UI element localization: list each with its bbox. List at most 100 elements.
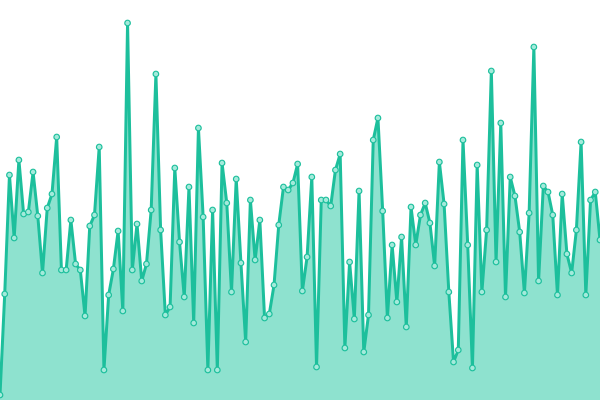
point [180,293,188,301]
point [402,323,410,331]
point [261,314,268,322]
point [43,204,51,212]
point [6,171,13,179]
point [161,311,169,319]
point [48,190,56,198]
point [407,203,415,211]
point [341,344,349,352]
point [265,310,273,318]
point [86,222,94,230]
line [0,21,600,396]
point [563,250,571,258]
point [464,241,472,249]
point [365,311,372,319]
point [275,221,283,229]
point [133,220,141,228]
point [246,196,254,204]
point [171,164,179,172]
point [195,124,202,132]
point [591,188,599,196]
point [483,226,491,234]
point [109,265,117,273]
point [237,259,245,267]
point [303,253,311,261]
point [218,159,226,167]
point [535,277,542,285]
point [190,319,198,327]
point [100,366,108,374]
point [360,348,368,356]
point [421,199,429,207]
point [596,236,600,244]
area-fill [0,23,600,400]
point [251,256,259,264]
point [280,183,287,191]
point [185,183,193,191]
point [502,293,509,301]
point [355,187,363,195]
point [558,190,566,198]
point [412,241,420,249]
point [346,258,354,266]
point [431,262,439,270]
point [81,312,89,320]
point [228,288,235,296]
point [473,161,481,169]
point [114,227,122,235]
point [506,173,514,181]
point [549,211,557,219]
point [284,186,292,194]
point [450,358,457,366]
point [204,366,212,374]
point [256,216,264,224]
point [459,136,467,144]
point [327,202,335,210]
point [525,209,533,217]
point [124,19,131,27]
point [270,281,278,289]
point [478,288,486,296]
point [29,168,37,176]
point [157,226,165,234]
point [435,158,443,166]
point [105,291,113,299]
point [62,266,70,274]
point [568,269,576,277]
point [544,188,552,196]
point [143,260,150,268]
point [1,290,9,298]
point [492,258,500,266]
point [10,234,18,242]
point [138,277,146,285]
point [53,133,61,141]
point [322,196,330,204]
point [445,288,453,296]
point [572,226,580,234]
point [313,363,320,371]
point [91,211,98,219]
point [426,219,434,227]
point [516,228,524,236]
point [587,196,594,204]
point [539,182,547,190]
point [128,266,136,274]
point [388,241,396,249]
point [67,216,75,224]
point [469,364,476,372]
point [289,179,297,187]
point [166,303,174,311]
point [223,199,231,207]
point [213,366,221,374]
point [454,346,462,354]
point [308,173,316,181]
point [199,213,207,221]
point [176,238,183,246]
point [147,206,155,214]
point [393,298,401,306]
point [232,175,240,183]
point [530,43,538,51]
point [350,315,358,323]
point [379,207,387,215]
point [369,136,377,144]
